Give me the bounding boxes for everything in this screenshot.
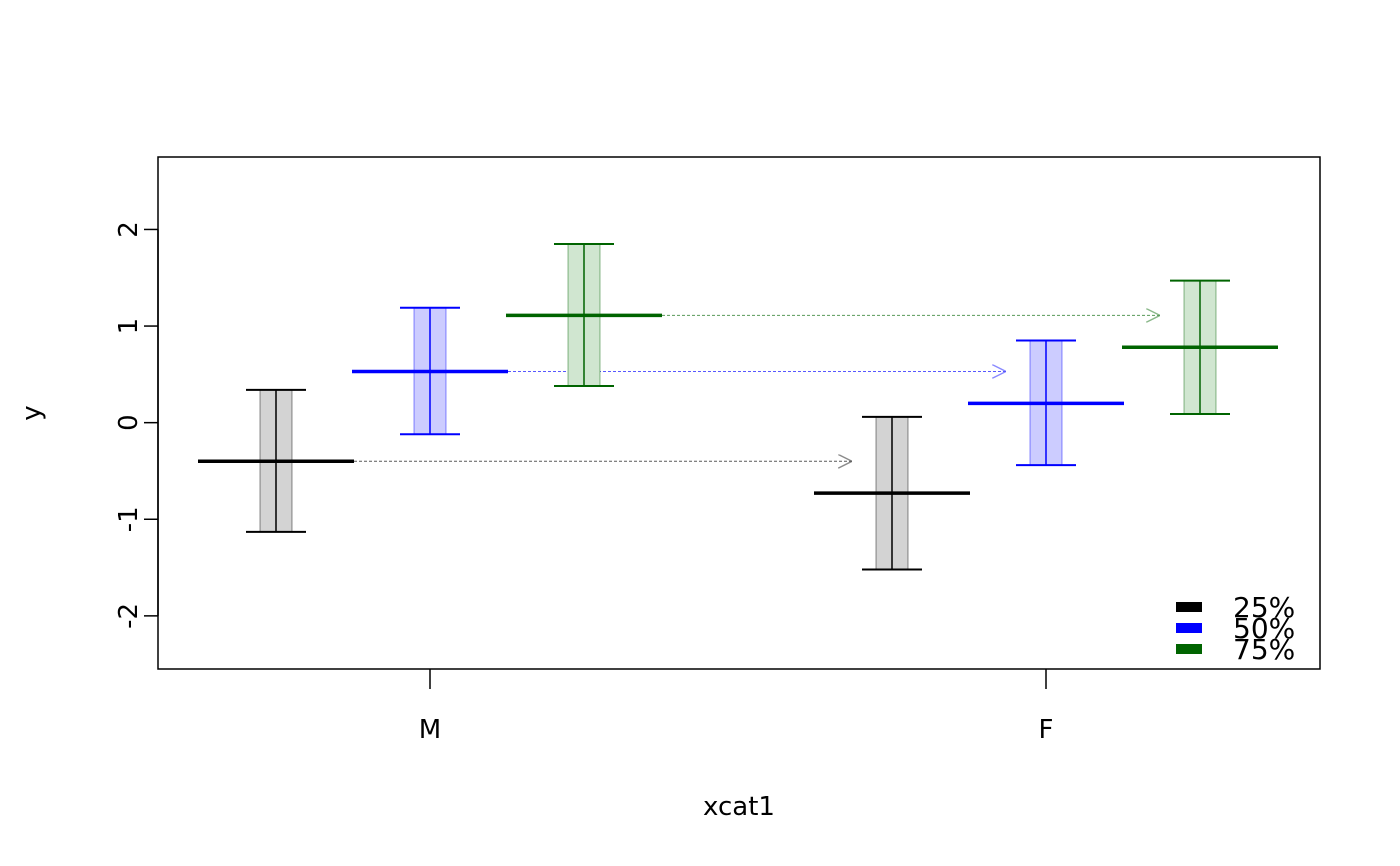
legend-label: 25%: [1233, 591, 1295, 624]
x-tick-label: F: [1039, 715, 1054, 745]
y-tick-label: 0: [114, 414, 144, 431]
legend: 25%50%75%: [1176, 591, 1295, 666]
y-tick-label: 2: [114, 221, 144, 238]
x-tick-label: M: [419, 715, 441, 745]
y-axis-title: y: [17, 405, 47, 420]
legend-label: 75%: [1233, 633, 1295, 666]
y-tick-label: 1: [114, 318, 144, 335]
y-tick-label: -2: [114, 603, 144, 629]
y-tick-label: -1: [114, 506, 144, 532]
x-axis-title: xcat1: [703, 792, 775, 822]
legend-swatch: [1176, 623, 1202, 633]
plot-frame: [157, 156, 1321, 670]
y-axis: -2 -1 0 1 2: [114, 221, 159, 629]
legend-swatch: [1176, 644, 1202, 654]
legend-label: 50%: [1233, 612, 1295, 645]
legend-swatch: [1176, 602, 1202, 612]
chart-marks: [198, 242, 1278, 571]
